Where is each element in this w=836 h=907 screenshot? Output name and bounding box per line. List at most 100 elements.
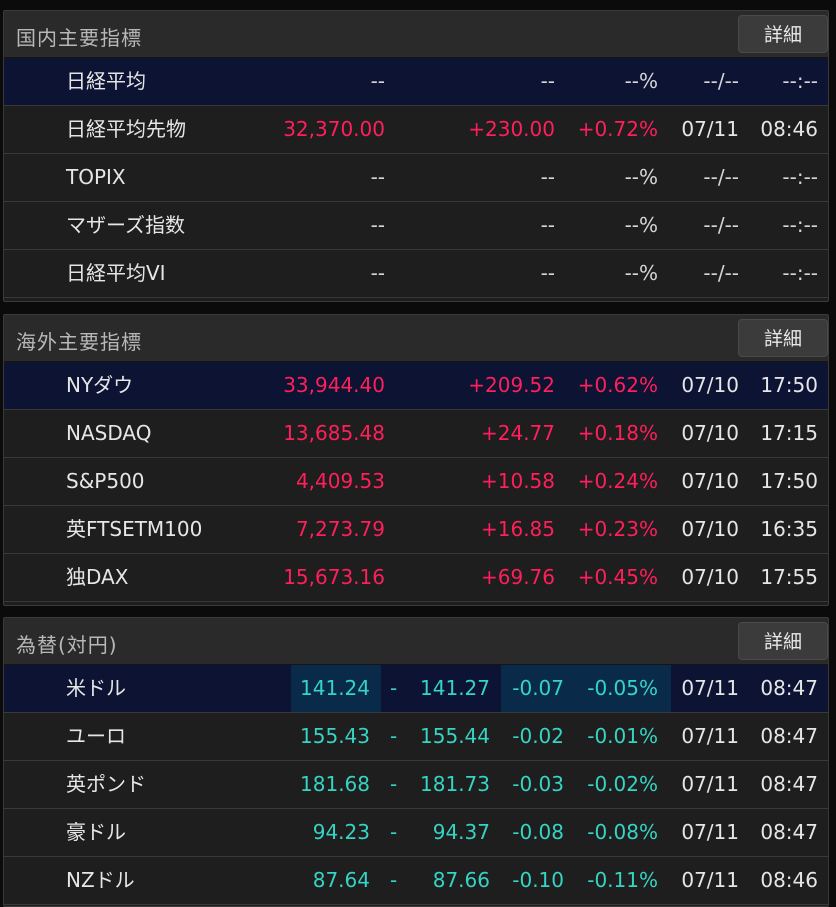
currency-change: -0.10 [512,868,564,892]
index-change: -- [540,261,555,285]
index-change: -- [540,165,555,189]
index-price: -- [370,69,385,93]
overseas-row[interactable]: NYダウ 33,944.40 +209.52 +0.62% 07/10 17:5… [4,362,828,410]
currency-time: 08:47 [760,724,818,748]
currency-name: ユーロ [66,724,126,748]
index-name: 日経平均 [66,69,146,93]
index-date: --/-- [703,261,739,285]
currency-date: 07/11 [681,676,739,700]
fx-row[interactable]: ユーロ 155.43 - 155.44 -0.02 -0.01% 07/11 0… [4,713,828,761]
overseas-panel-header: 海外主要指標 詳細 [4,315,828,362]
index-date: 07/10 [681,517,739,541]
domestic-row[interactable]: TOPIX -- -- --% --/-- --:-- [4,154,828,202]
index-change-percent: +0.62% [577,373,658,397]
index-change-percent: +0.24% [577,469,658,493]
currency-date: 07/11 [681,868,739,892]
index-time: 08:46 [760,117,818,141]
index-change: +209.52 [468,373,555,397]
index-price: 33,944.40 [283,373,385,397]
bid-ask-separator: - [390,676,398,700]
domestic-row[interactable]: 日経平均VI -- -- --% --/-- --:-- [4,250,828,298]
overseas-row[interactable]: NASDAQ 13,685.48 +24.77 +0.18% 07/10 17:… [4,410,828,458]
fx-detail-button[interactable]: 詳細 [738,622,828,660]
index-time: 17:15 [760,421,818,445]
currency-ask: 181.73 [420,772,490,796]
currency-change-percent: -0.02% [587,772,658,796]
index-time: --:-- [782,165,818,189]
index-name: 日経平均VI [66,261,166,285]
index-change-percent: --% [624,165,658,189]
index-time: 17:50 [760,373,818,397]
currency-date: 07/11 [681,820,739,844]
index-name: TOPIX [66,165,126,189]
domestic-row[interactable]: マザーズ指数 -- -- --% --/-- --:-- [4,202,828,250]
index-time: 17:55 [760,565,818,589]
domestic-panel-header: 国内主要指標 詳細 [4,11,828,58]
overseas-indices-panel: 海外主要指標 詳細 NYダウ 33,944.40 +209.52 +0.62% … [3,314,829,606]
fx-panel-header: 為替(対円) 詳細 [4,618,828,665]
index-change-percent: +0.45% [577,565,658,589]
fx-row[interactable]: 米ドル 141.24 - 141.27 -0.07 -0.05% 07/11 0… [4,665,828,713]
index-time: 16:35 [760,517,818,541]
index-price: -- [370,213,385,237]
index-price: 15,673.16 [283,565,385,589]
overseas-detail-button[interactable]: 詳細 [738,319,828,357]
index-change-percent: --% [624,69,658,93]
domestic-detail-button[interactable]: 詳細 [738,15,828,53]
currency-bid: 181.68 [300,772,370,796]
currency-bid: 141.24 [300,676,370,700]
index-change: +69.76 [480,565,555,589]
currency-date: 07/11 [681,724,739,748]
index-change: -- [540,69,555,93]
currency-ask: 94.37 [432,820,490,844]
currency-name: NZドル [66,868,135,892]
bid-ask-separator: - [390,820,398,844]
index-name: 日経平均先物 [66,117,186,141]
overseas-row[interactable]: 英FTSETM100 7,273.79 +16.85 +0.23% 07/10 … [4,506,828,554]
index-change-percent: +0.18% [577,421,658,445]
currency-change-percent: -0.01% [587,724,658,748]
index-date: --/-- [703,165,739,189]
currency-time: 08:47 [760,772,818,796]
index-name: NYダウ [66,373,134,397]
fx-row[interactable]: 豪ドル 94.23 - 94.37 -0.08 -0.08% 07/11 08:… [4,809,828,857]
overseas-row[interactable]: 独DAX 15,673.16 +69.76 +0.45% 07/10 17:55 [4,554,828,602]
index-change-percent: --% [624,213,658,237]
currency-change: -0.03 [512,772,564,796]
index-date: --/-- [703,213,739,237]
index-date: 07/10 [681,469,739,493]
overseas-panel-title: 海外主要指標 [16,330,142,354]
currency-time: 08:47 [760,676,818,700]
index-change: +16.85 [480,517,555,541]
index-date: 07/11 [681,117,739,141]
currency-time: 08:47 [760,820,818,844]
index-change: +10.58 [480,469,555,493]
index-price: 4,409.53 [295,469,385,493]
bid-ask-separator: - [390,868,398,892]
overseas-row[interactable]: S&P500 4,409.53 +10.58 +0.24% 07/10 17:5… [4,458,828,506]
fx-rates-panel: 為替(対円) 詳細 米ドル 141.24 - 141.27 -0.07 -0.0… [3,617,829,907]
index-change-percent: +0.23% [577,517,658,541]
currency-bid: 87.64 [312,868,370,892]
domestic-row[interactable]: 日経平均 -- -- --% --/-- --:-- [4,58,828,106]
index-date: 07/10 [681,373,739,397]
currency-change: -0.02 [512,724,564,748]
currency-change: -0.07 [512,676,564,700]
currency-change-percent: -0.05% [587,676,658,700]
fx-change-highlight [501,665,671,712]
index-time: --:-- [782,261,818,285]
fx-bid-highlight [291,665,381,712]
currency-name: 豪ドル [66,820,126,844]
domestic-row[interactable]: 日経平均先物 32,370.00 +230.00 +0.72% 07/11 08… [4,106,828,154]
fx-row[interactable]: 英ポンド 181.68 - 181.73 -0.03 -0.02% 07/11 … [4,761,828,809]
fx-row[interactable]: NZドル 87.64 - 87.66 -0.10 -0.11% 07/11 08… [4,857,828,905]
index-change-percent: --% [624,261,658,285]
index-date: 07/10 [681,565,739,589]
index-price: 7,273.79 [295,517,385,541]
currency-ask: 87.66 [432,868,490,892]
index-time: --:-- [782,69,818,93]
index-price: -- [370,165,385,189]
index-time: --:-- [782,213,818,237]
domestic-panel-title: 国内主要指標 [16,26,142,50]
index-name: NASDAQ [66,421,152,445]
